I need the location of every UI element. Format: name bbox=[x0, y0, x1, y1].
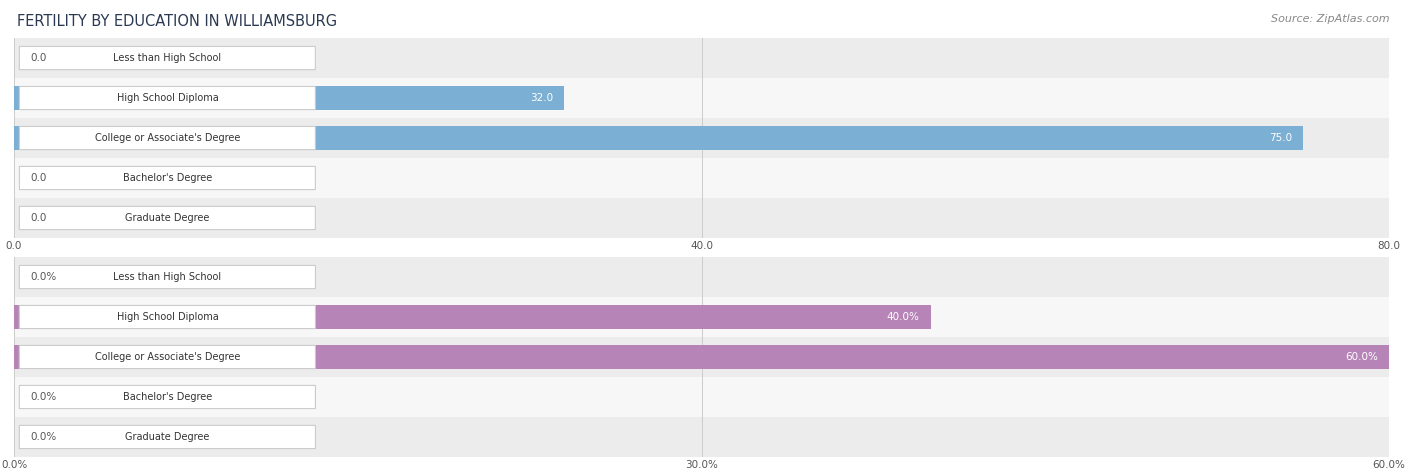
Text: 40.0%: 40.0% bbox=[887, 312, 920, 322]
Text: 0.0: 0.0 bbox=[31, 213, 46, 223]
Text: 0.0%: 0.0% bbox=[31, 272, 56, 282]
FancyBboxPatch shape bbox=[20, 127, 315, 149]
Bar bbox=[14, 417, 1389, 457]
Text: Graduate Degree: Graduate Degree bbox=[125, 213, 209, 223]
Text: Source: ZipAtlas.com: Source: ZipAtlas.com bbox=[1271, 14, 1389, 24]
FancyBboxPatch shape bbox=[20, 386, 315, 408]
Text: Bachelor's Degree: Bachelor's Degree bbox=[122, 173, 212, 183]
FancyBboxPatch shape bbox=[20, 426, 315, 448]
Text: College or Associate's Degree: College or Associate's Degree bbox=[94, 133, 240, 143]
Text: Graduate Degree: Graduate Degree bbox=[125, 432, 209, 442]
Bar bbox=[14, 337, 1389, 377]
Bar bbox=[14, 86, 564, 110]
Text: 60.0%: 60.0% bbox=[1346, 352, 1378, 362]
FancyBboxPatch shape bbox=[20, 306, 315, 328]
Text: Less than High School: Less than High School bbox=[114, 272, 221, 282]
Bar bbox=[14, 78, 1389, 118]
Bar bbox=[14, 38, 1389, 78]
Text: 0.0%: 0.0% bbox=[31, 392, 56, 402]
Text: High School Diploma: High School Diploma bbox=[117, 312, 218, 322]
Text: 0.0: 0.0 bbox=[31, 53, 46, 63]
Text: 0.0: 0.0 bbox=[31, 173, 46, 183]
FancyBboxPatch shape bbox=[20, 266, 315, 288]
FancyBboxPatch shape bbox=[20, 167, 315, 189]
Text: 0.0%: 0.0% bbox=[31, 432, 56, 442]
Bar bbox=[14, 118, 1389, 158]
Text: Bachelor's Degree: Bachelor's Degree bbox=[122, 392, 212, 402]
Bar bbox=[14, 305, 931, 329]
Bar bbox=[14, 377, 1389, 417]
Bar bbox=[14, 345, 1389, 369]
Bar bbox=[14, 126, 1303, 150]
Text: 32.0: 32.0 bbox=[530, 93, 553, 103]
FancyBboxPatch shape bbox=[20, 346, 315, 368]
Text: Less than High School: Less than High School bbox=[114, 53, 221, 63]
Text: College or Associate's Degree: College or Associate's Degree bbox=[94, 352, 240, 362]
FancyBboxPatch shape bbox=[20, 47, 315, 69]
FancyBboxPatch shape bbox=[20, 207, 315, 229]
Text: High School Diploma: High School Diploma bbox=[117, 93, 218, 103]
Bar bbox=[14, 297, 1389, 337]
Text: 75.0: 75.0 bbox=[1270, 133, 1292, 143]
Bar bbox=[14, 158, 1389, 198]
Text: FERTILITY BY EDUCATION IN WILLIAMSBURG: FERTILITY BY EDUCATION IN WILLIAMSBURG bbox=[17, 14, 337, 30]
FancyBboxPatch shape bbox=[20, 87, 315, 109]
Bar bbox=[14, 198, 1389, 238]
Bar bbox=[14, 257, 1389, 297]
